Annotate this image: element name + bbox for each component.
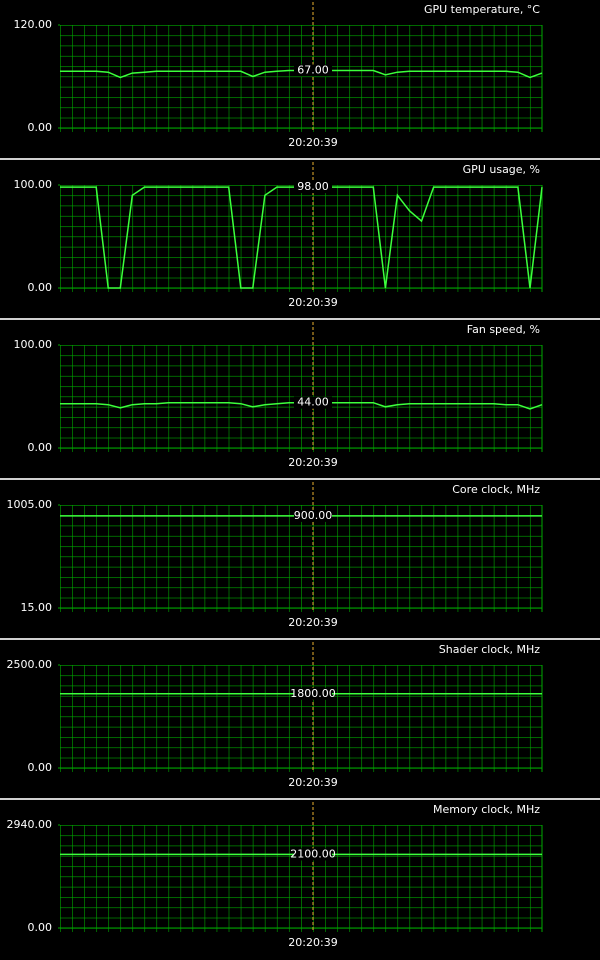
panel-title: GPU usage, % bbox=[463, 163, 540, 176]
grid bbox=[60, 665, 542, 772]
y-tick-label: 2500.00 bbox=[7, 658, 53, 671]
cursor-value: 900.00 bbox=[294, 509, 333, 522]
cursor-time: 20:20:39 bbox=[288, 456, 337, 469]
cursor-time: 20:20:39 bbox=[288, 136, 337, 149]
cursor-value: 44.00 bbox=[297, 396, 329, 409]
y-tick-label: 1005.00 bbox=[7, 498, 53, 511]
y-tick-label: 0.00 bbox=[28, 761, 53, 774]
cursor-value-bg bbox=[294, 509, 332, 522]
cursor-value-bg bbox=[294, 396, 332, 409]
cursor-time: 20:20:39 bbox=[288, 936, 337, 949]
panel-title: Shader clock, MHz bbox=[439, 643, 540, 656]
cursor-value: 67.00 bbox=[297, 63, 329, 76]
y-tick-label: 15.00 bbox=[21, 601, 53, 614]
y-tick-label: 2940.00 bbox=[7, 818, 53, 831]
grid bbox=[60, 185, 542, 292]
y-tick-label: 120.00 bbox=[14, 18, 53, 31]
cursor-value: 1800.00 bbox=[290, 687, 336, 700]
cursor-time: 20:20:39 bbox=[288, 776, 337, 789]
y-tick-label: 100.00 bbox=[14, 338, 53, 351]
y-tick-label: 0.00 bbox=[28, 281, 53, 294]
y-tick-label: 100.00 bbox=[14, 178, 53, 191]
y-tick-label: 0.00 bbox=[28, 121, 53, 134]
grid bbox=[60, 25, 542, 132]
y-tick-label: 0.00 bbox=[28, 921, 53, 934]
cursor-value-bg bbox=[294, 64, 332, 77]
panel-title: Core clock, MHz bbox=[452, 483, 540, 496]
cursor-value: 98.00 bbox=[297, 180, 329, 193]
cursor-value: 2100.00 bbox=[290, 847, 336, 860]
grid bbox=[60, 505, 542, 612]
panel-title: Memory clock, MHz bbox=[433, 803, 540, 816]
panel-title: Fan speed, % bbox=[467, 323, 540, 336]
cursor-time: 20:20:39 bbox=[288, 616, 337, 629]
cursor-value-bg bbox=[294, 181, 332, 194]
cursor-value-bg bbox=[294, 687, 332, 700]
cursor-value-bg bbox=[294, 848, 332, 861]
y-tick-label: 0.00 bbox=[28, 441, 53, 454]
grid bbox=[60, 825, 542, 932]
panel-title: GPU temperature, °C bbox=[424, 3, 540, 16]
cursor-time: 20:20:39 bbox=[288, 296, 337, 309]
